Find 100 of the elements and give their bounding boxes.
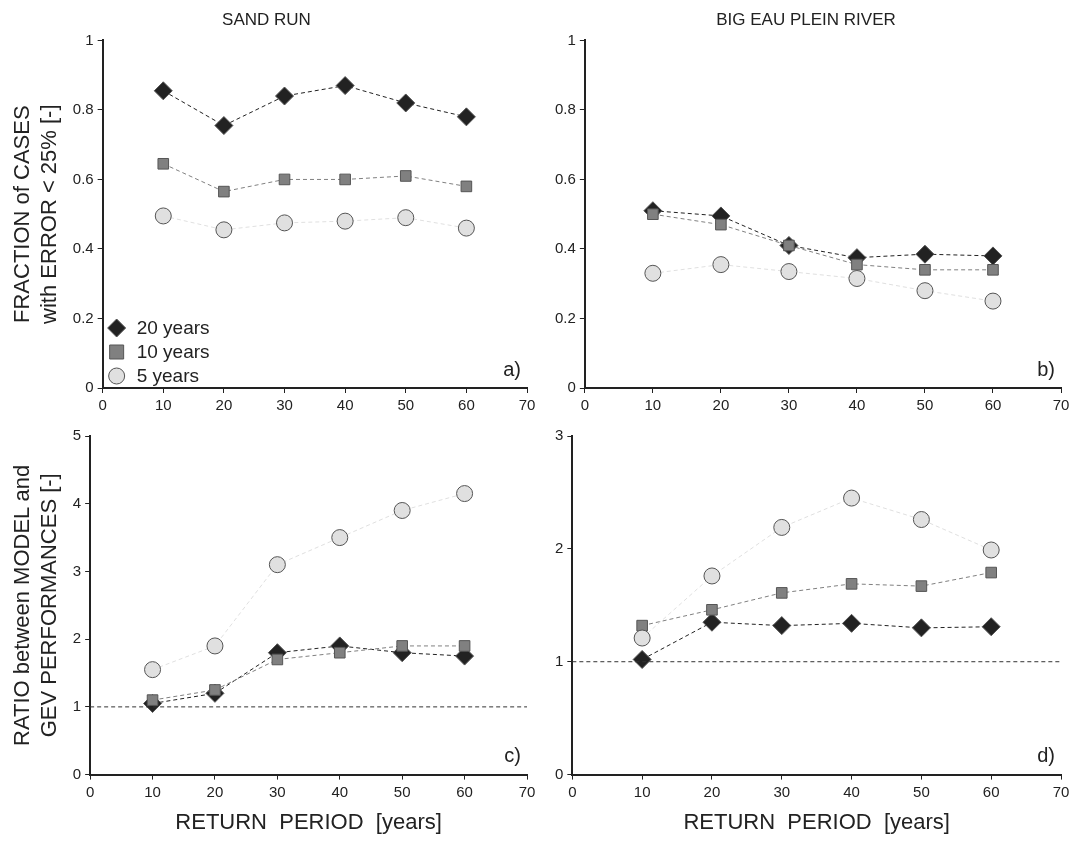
x-axis-title: RETURN PERIOD [years] [175, 808, 442, 834]
y-axis-title: FRACTION of CASES with ERROR < 25% [-] [9, 104, 61, 325]
point [633, 629, 651, 647]
point [775, 587, 788, 599]
point [703, 567, 721, 585]
point [218, 185, 230, 198]
x-tick-label: 10 [644, 396, 662, 414]
point [843, 489, 861, 507]
chart-title: SAND RUN [222, 9, 311, 29]
x-tick-label: 70 [518, 396, 536, 414]
x-tick-label: 40 [843, 782, 860, 800]
legend-label: 10 years [136, 341, 210, 363]
point [706, 604, 718, 616]
y-tick-label: 5 [72, 426, 82, 444]
x-tick-label: 40 [336, 396, 354, 414]
annotation: b) [1037, 357, 1055, 380]
point [912, 511, 930, 529]
point [399, 170, 412, 182]
point [396, 93, 416, 113]
point [644, 264, 662, 282]
x-tick-label: 50 [393, 782, 411, 800]
x-tick-label: 30 [276, 396, 293, 414]
point [336, 212, 354, 230]
legend-label: 20 years [136, 317, 210, 339]
point [396, 640, 408, 652]
annotation: c) [504, 744, 521, 767]
point [916, 282, 934, 300]
point [919, 264, 931, 276]
x-tick-label: 0 [98, 396, 107, 414]
y-tick-label: 3 [72, 561, 82, 579]
point [772, 616, 792, 636]
x-tick-label: 40 [331, 782, 349, 800]
y-tick-label: 0.6 [554, 169, 576, 187]
chart-title: BIG EAU PLEIN RIVER [716, 9, 896, 29]
y-tick-label: 0.2 [554, 308, 576, 326]
point [460, 180, 473, 193]
y-tick-label: 0.8 [72, 100, 94, 118]
x-tick-label: 60 [456, 782, 473, 800]
y-tick-label: 1 [72, 697, 82, 715]
point [215, 221, 233, 239]
y-tick-label: 0 [555, 764, 564, 782]
x-tick-label: 50 [397, 396, 415, 414]
x-tick-label: 20 [206, 782, 224, 800]
y-tick-label: 0.4 [72, 239, 94, 257]
x-tick-label: 20 [215, 396, 233, 414]
y-tick-label: 0.4 [554, 239, 576, 257]
point [712, 256, 730, 274]
x-tick-label: 10 [144, 782, 161, 800]
point [268, 556, 286, 574]
annotation: a) [503, 357, 521, 380]
x-tick-label: 60 [982, 782, 1000, 800]
point [985, 566, 997, 579]
point [271, 653, 284, 666]
point [339, 173, 351, 186]
point [397, 209, 415, 227]
point [456, 485, 474, 503]
y-tick-label: 0 [567, 378, 576, 396]
y-tick-label: 2 [72, 629, 82, 647]
x-tick-label: 60 [458, 396, 475, 414]
point [393, 501, 411, 519]
point [331, 529, 349, 547]
point [715, 218, 727, 231]
point [458, 640, 471, 652]
point [911, 618, 931, 638]
x-tick-label: 60 [984, 396, 1002, 414]
y-tick-label: 2 [555, 539, 564, 557]
point [984, 292, 1002, 310]
y-tick-label: 1 [555, 651, 564, 669]
x-tick-label: 20 [703, 782, 721, 800]
x-tick-label: 10 [633, 782, 651, 800]
legend-label: 5 years [136, 365, 199, 387]
point [845, 578, 858, 590]
x-tick-label: 70 [1052, 782, 1070, 800]
point [915, 580, 928, 592]
y-tick-label: 0.8 [554, 100, 576, 118]
point [275, 86, 295, 106]
point [157, 158, 170, 170]
point [773, 518, 791, 536]
point [632, 649, 652, 669]
point [333, 646, 346, 659]
point [206, 637, 224, 655]
x-tick-label: 10 [154, 396, 172, 414]
point [983, 246, 1003, 266]
point [851, 258, 863, 271]
point [780, 263, 798, 281]
point [276, 214, 294, 232]
point [278, 173, 291, 186]
point [915, 244, 935, 264]
y-tick-label: 1 [85, 30, 94, 48]
point [457, 219, 475, 237]
point [848, 270, 866, 288]
x-axis-title: RETURN PERIOD [years] [683, 808, 950, 834]
point [842, 613, 862, 633]
x-tick-label: 70 [1052, 396, 1070, 414]
x-tick-label: 30 [780, 396, 798, 414]
x-tick-label: 20 [712, 396, 730, 414]
x-tick-label: 70 [518, 782, 536, 800]
y-axis-title: RATIO between MODEL and GEV PERFORMANCES [-] [9, 464, 61, 746]
x-tick-label: 30 [269, 782, 286, 800]
annotation: d) [1037, 744, 1055, 767]
